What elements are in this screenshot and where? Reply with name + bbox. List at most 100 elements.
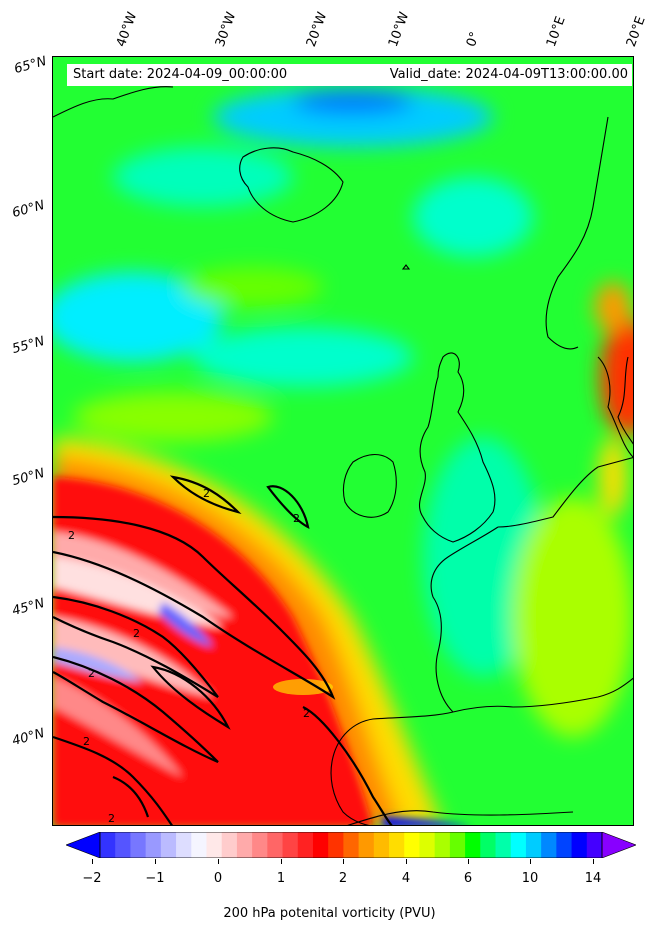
colorbar-cell bbox=[206, 832, 223, 858]
coast-greenland bbox=[53, 86, 174, 118]
coast-france bbox=[430, 526, 499, 713]
cb-tick-label-2: 0 bbox=[213, 871, 223, 886]
colorbar-cell bbox=[297, 832, 314, 858]
cb-tickmark-1 bbox=[155, 859, 156, 864]
pv-blob-cyan-1 bbox=[113, 147, 293, 207]
lon-label-40w: 40°W bbox=[113, 10, 141, 49]
colorbar-cell bbox=[328, 832, 344, 858]
colorbar-cell bbox=[160, 832, 177, 858]
coast-iceland bbox=[239, 147, 344, 223]
colorbar-cell bbox=[389, 832, 405, 858]
colorbar-cell bbox=[130, 832, 147, 858]
colorbar-cell bbox=[115, 832, 131, 858]
pv-blob-cyan-2 bbox=[413, 177, 533, 257]
cb-tickmark-6 bbox=[468, 859, 469, 864]
contour-label-1: 2 bbox=[203, 487, 210, 500]
lat-label-55n: 55°N bbox=[10, 334, 47, 357]
colorbar-cell bbox=[267, 832, 284, 858]
contour-label-8: 2 bbox=[108, 812, 115, 825]
contour-6 bbox=[150, 665, 231, 730]
colorbar-cell bbox=[556, 832, 573, 858]
contour-2 bbox=[266, 485, 310, 529]
colorbar-cell bbox=[100, 832, 116, 858]
pv-east-yellow bbox=[599, 437, 627, 517]
valid-date-text: Valid_date: 2024-04-09T13:00:00.00 bbox=[389, 67, 628, 82]
lon-label-0: 0° bbox=[463, 29, 484, 49]
colorbar-cell bbox=[465, 832, 481, 858]
colorbar-cell bbox=[358, 832, 375, 858]
lon-label-10w: 10°W bbox=[385, 10, 413, 49]
cb-tickmark-7 bbox=[530, 859, 531, 864]
pv-yellow-lens bbox=[273, 679, 333, 695]
colorbar-cell bbox=[373, 832, 390, 858]
lat-label-60n: 60°N bbox=[10, 198, 47, 221]
coast-denmark bbox=[597, 356, 633, 458]
colorbar-cells bbox=[100, 832, 603, 858]
coast-north-africa bbox=[347, 810, 574, 825]
coast-baltic bbox=[617, 356, 633, 445]
contour-8 bbox=[302, 706, 393, 825]
colorbar-cell bbox=[541, 832, 557, 858]
date-info-box: Start date: 2024-04-09_00:00:00 Valid_da… bbox=[67, 64, 632, 86]
lat-label-40n: 40°N bbox=[10, 726, 47, 749]
colorbar-cell bbox=[404, 832, 420, 858]
cb-tick-label-7: 10 bbox=[521, 871, 539, 886]
lon-label-30w: 30°W bbox=[212, 10, 240, 49]
colorbar-cell bbox=[176, 832, 192, 858]
colorbar-cell bbox=[495, 832, 512, 858]
contour-3 bbox=[169, 475, 242, 515]
pv-blob-cyan-4 bbox=[193, 327, 413, 387]
cb-tickmark-4 bbox=[343, 859, 344, 864]
coast-benelux bbox=[497, 456, 633, 528]
colorbar-cell bbox=[449, 832, 466, 858]
colorbar-cell bbox=[312, 832, 329, 858]
contour-label-3: 2 bbox=[68, 529, 75, 542]
pv-streak-blue-1 bbox=[53, 647, 143, 682]
pv-streak-pink-3 bbox=[53, 677, 183, 777]
pv-blob-north-blue bbox=[293, 90, 413, 114]
cb-tickmark-2 bbox=[218, 859, 219, 864]
colorbar-cell bbox=[419, 832, 436, 858]
cb-tick-label-8: 14 bbox=[584, 871, 602, 886]
pv-east-orange bbox=[595, 282, 631, 332]
lon-label-10e: 10°E bbox=[543, 14, 569, 50]
contour-5 bbox=[53, 655, 219, 764]
coast-iberia bbox=[330, 711, 454, 825]
colorbar bbox=[66, 832, 636, 858]
pv-blob-cyan-3 bbox=[53, 272, 223, 362]
contour-4 bbox=[53, 595, 219, 698]
cb-tick-label-6: 6 bbox=[463, 871, 473, 886]
pv-streak-pink-2 bbox=[53, 617, 213, 697]
start-date-text: Start date: 2024-04-09_00:00:00 bbox=[73, 67, 288, 82]
contour-label-6: 2 bbox=[83, 735, 90, 748]
contour-label-5: 2 bbox=[88, 667, 95, 680]
cb-tick-label-5: 4 bbox=[401, 871, 411, 886]
colorbar-cell bbox=[586, 832, 603, 858]
contour-label-4: 2 bbox=[133, 627, 140, 640]
cb-tickmark-0 bbox=[92, 859, 93, 864]
coast-norway bbox=[545, 116, 609, 350]
lon-label-20w: 20°W bbox=[303, 10, 331, 49]
pv-field-svg: 2 2 2 2 2 2 2 2 bbox=[53, 57, 633, 825]
pv-blob-lime-3 bbox=[73, 392, 273, 442]
coastlines bbox=[53, 86, 633, 825]
pv-map: 2 2 2 2 2 2 2 2 bbox=[52, 56, 634, 826]
pv-streak-pink-1 bbox=[53, 532, 233, 617]
cb-tickmark-3 bbox=[281, 859, 282, 864]
coast-britain bbox=[418, 352, 496, 543]
pv-blob-lime-1 bbox=[183, 267, 323, 307]
pv-south-blue bbox=[383, 817, 463, 825]
colorbar-cell bbox=[236, 832, 253, 858]
cb-tick-label-3: 1 bbox=[276, 871, 286, 886]
pv-streak-blue-2 bbox=[158, 602, 213, 647]
colorbar-cell bbox=[221, 832, 238, 858]
contour-9 bbox=[112, 775, 150, 818]
pv-blob-lime-2 bbox=[513, 497, 633, 737]
contour-7 bbox=[53, 735, 173, 825]
colorbar-cell bbox=[145, 832, 162, 858]
cb-tickmark-8 bbox=[593, 859, 594, 864]
contour-label-7: 2 bbox=[303, 707, 310, 720]
pv-streak-white-1 bbox=[53, 557, 223, 627]
contour-label-2: 2 bbox=[293, 512, 300, 525]
contour-1 bbox=[53, 515, 336, 700]
